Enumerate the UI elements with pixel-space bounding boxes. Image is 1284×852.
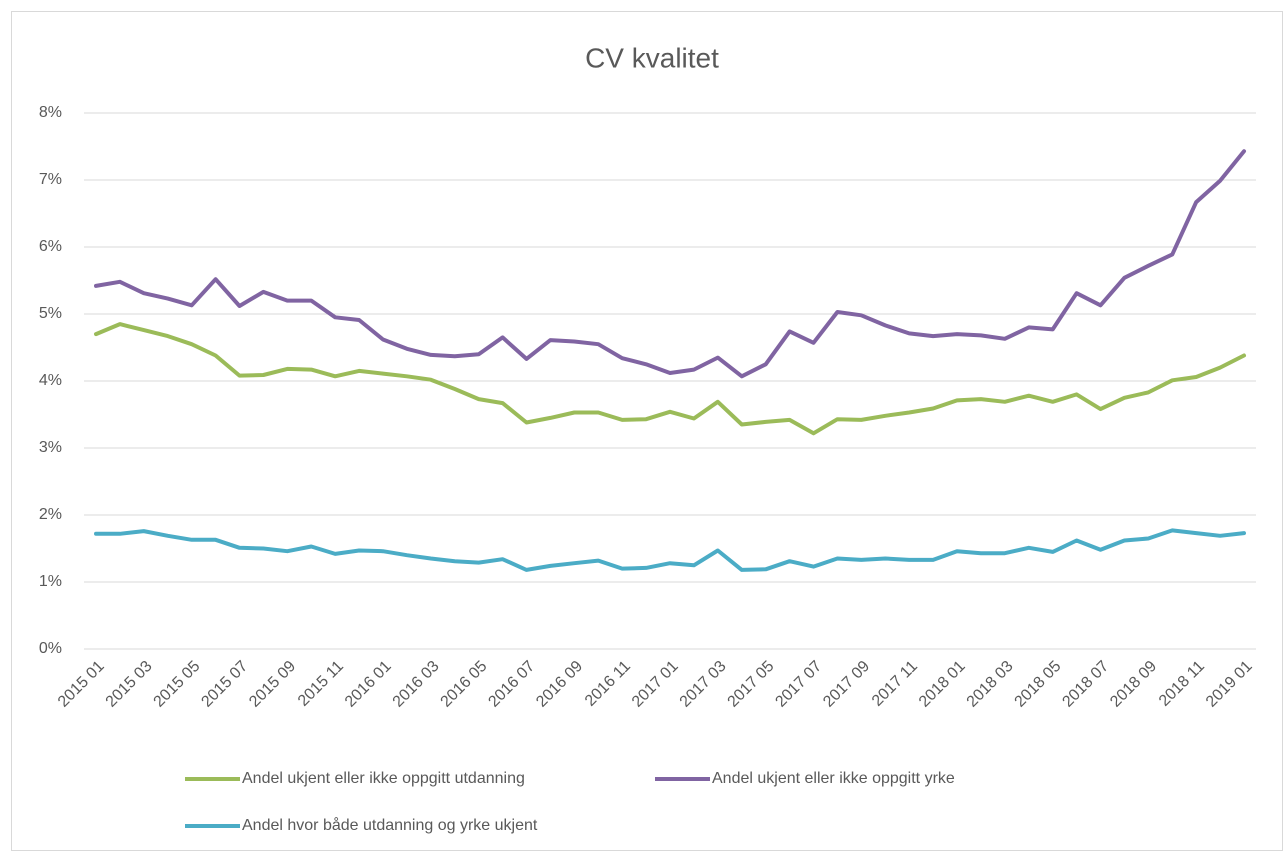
- legend-label: Andel hvor både utdanning og yrke ukjent: [242, 816, 538, 834]
- legend-label: Andel ukjent eller ikke oppgitt utdannin…: [242, 770, 525, 787]
- chart-frame: [11, 11, 1283, 851]
- legend-label: Andel ukjent eller ikke oppgitt yrke: [712, 770, 955, 787]
- chart-title: CV kvalitet: [585, 42, 719, 73]
- y-tick-label: 0%: [39, 640, 62, 657]
- series-line: [94, 528, 1246, 572]
- y-tick-label: 5%: [39, 305, 62, 322]
- series-line: [94, 149, 1246, 379]
- y-tick-label: 6%: [39, 238, 62, 255]
- series-line: [94, 322, 1246, 436]
- y-tick-label: 2%: [39, 506, 62, 523]
- y-tick-label: 7%: [39, 171, 62, 188]
- y-tick-label: 4%: [39, 372, 62, 389]
- y-tick-label: 3%: [39, 439, 62, 456]
- y-tick-label: 1%: [39, 573, 62, 590]
- y-tick-label: 8%: [39, 104, 62, 121]
